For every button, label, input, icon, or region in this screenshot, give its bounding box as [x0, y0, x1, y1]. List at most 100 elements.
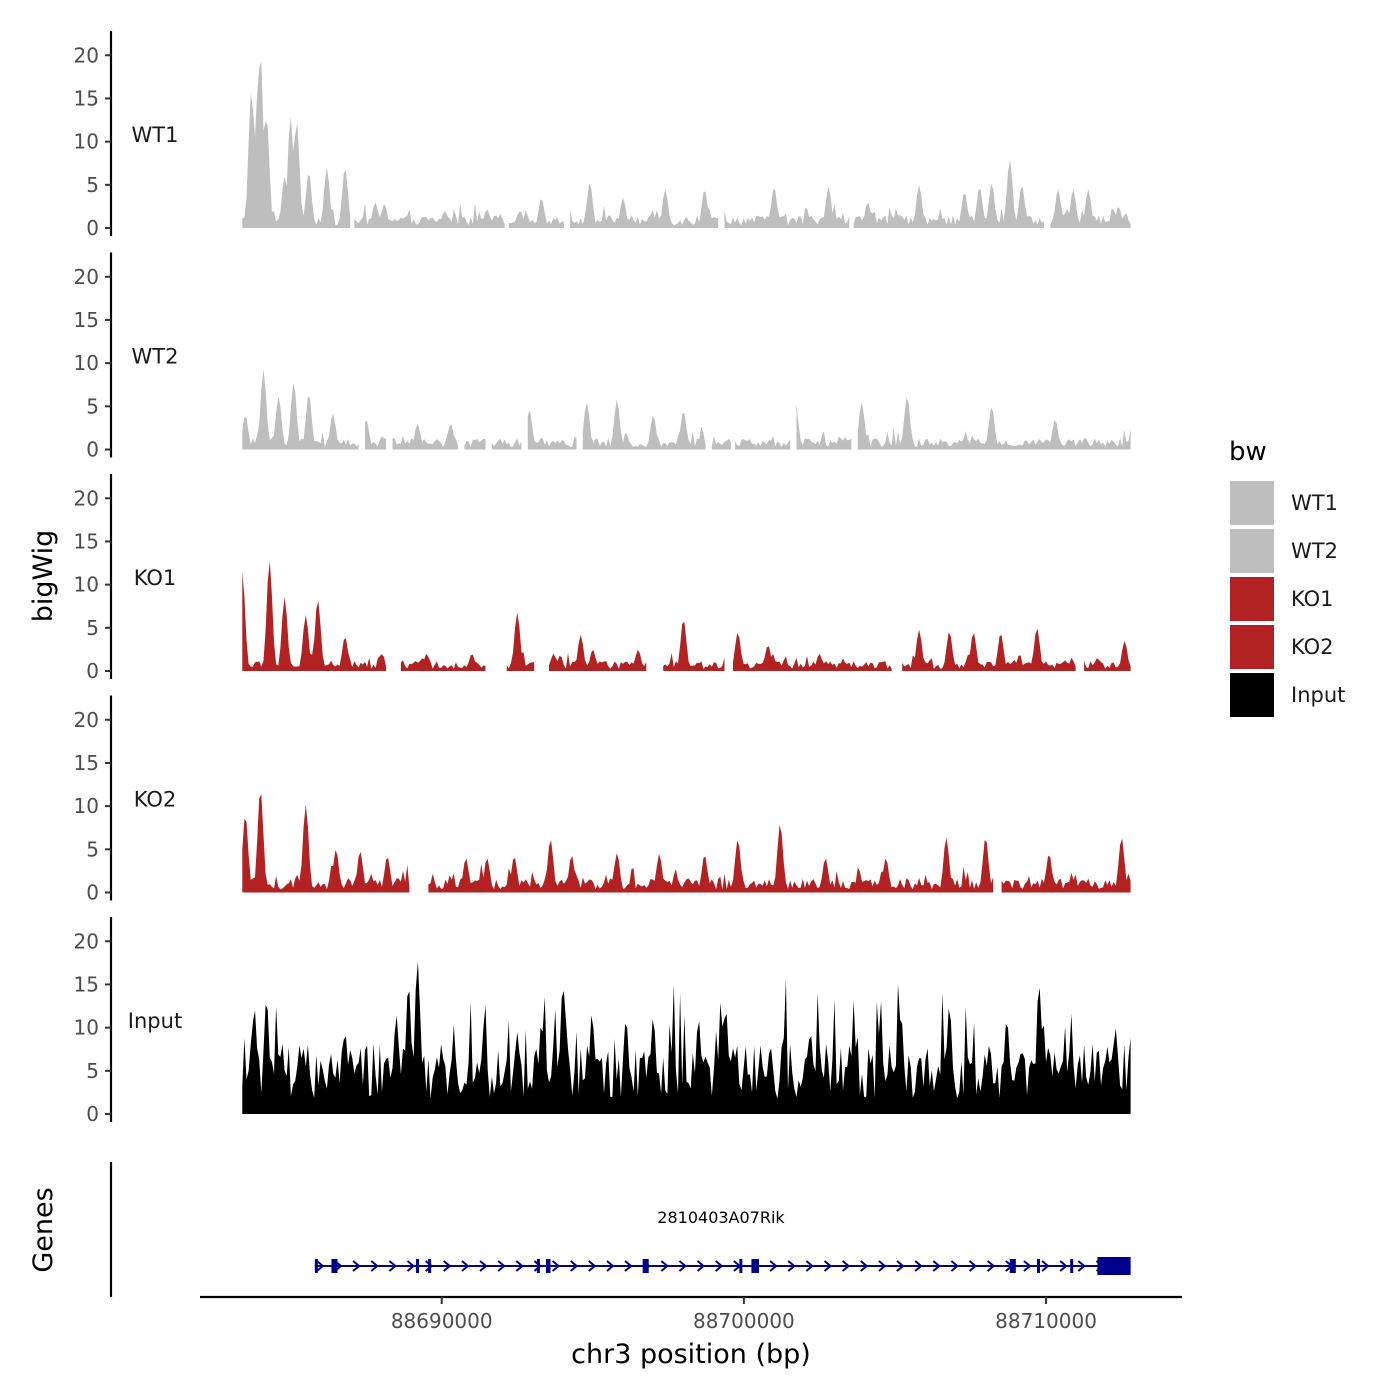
legend-item-wt2: WT2 [1230, 529, 1338, 573]
y-tick-label: 20 [74, 265, 99, 289]
y-tick-label: 0 [86, 1102, 99, 1126]
strand-arrow [987, 1260, 996, 1272]
strand-arrow [841, 1260, 851, 1272]
y-tick-label: 10 [74, 351, 99, 375]
gene-exon [545, 1259, 551, 1273]
strand-arrow [533, 1260, 542, 1272]
legend-swatch [1230, 481, 1274, 525]
strand-arrow [624, 1260, 633, 1272]
x-tick-label: 88700000 [693, 1309, 795, 1333]
strand-arrow [950, 1260, 959, 1272]
legend-swatch [1230, 529, 1274, 573]
gene-exon [751, 1259, 759, 1273]
strand-arrow [316, 1260, 325, 1272]
y-tick-label: 15 [74, 308, 99, 332]
legend-items: WT1 WT2 KO1 KO2 Input [1230, 481, 1345, 717]
coverage-tracks: 0 5 10 15 20 WT1 0 5 10 15 20 WT2 0 5 10 15 20 KO1 0 5 10 15 2… [74, 31, 1131, 1126]
gene-exon [739, 1259, 743, 1273]
gene-exon [642, 1259, 649, 1273]
legend: bw WT1 WT2 KO1 KO2 Input [1229, 437, 1345, 717]
legend-label: KO1 [1291, 587, 1334, 611]
strand-arrow [388, 1260, 397, 1272]
coverage-area-ko1 [242, 561, 1131, 671]
gene-name-label: 2810403A07Rik [657, 1208, 785, 1227]
strand-arrow [914, 1260, 923, 1272]
strand-arrow [660, 1260, 669, 1272]
strand-arrow [479, 1260, 488, 1272]
legend-swatch [1230, 577, 1274, 621]
legend-swatch [1230, 673, 1274, 717]
gene-exon [416, 1259, 420, 1273]
y-tick-label: 10 [74, 794, 99, 818]
track-label: WT1 [132, 123, 179, 147]
y-tick-label: 5 [86, 173, 99, 197]
y-tick-label: 20 [74, 929, 99, 953]
y-tick-label: 0 [86, 881, 99, 905]
gene-model [314, 1257, 1131, 1275]
strand-arrow [968, 1260, 978, 1272]
y-tick-label: 5 [86, 1059, 99, 1083]
strand-arrow [570, 1260, 579, 1272]
strand-arrow [588, 1260, 597, 1272]
gene-exon [1097, 1257, 1131, 1275]
y-tick-label: 20 [74, 708, 99, 732]
y-tick-label: 10 [74, 130, 99, 154]
strand-arrow [896, 1260, 905, 1272]
gene-exon [1070, 1259, 1074, 1273]
coverage-area-wt1 [242, 61, 1131, 228]
y-tick-label: 0 [86, 659, 99, 683]
track-ko1: 0 5 10 15 20 KO1 [74, 474, 1131, 683]
coverage-area-ko2 [242, 794, 1131, 893]
legend-item-ko2: KO2 [1230, 625, 1334, 669]
legend-label: Input [1291, 683, 1345, 707]
strand-arrow [1023, 1260, 1032, 1272]
strand-arrow [1077, 1260, 1086, 1272]
track-label: Input [128, 1009, 182, 1033]
strand-arrow [696, 1260, 706, 1272]
strand-arrow [932, 1260, 941, 1272]
x-axis: 88690000 88700000 88710000 chr3 position (… [200, 1295, 1182, 1370]
strand-arrow [406, 1260, 416, 1272]
x-axis-ticks: 88690000 88700000 88710000 [391, 1297, 1097, 1333]
strand-arrow [769, 1260, 778, 1272]
gene-exon [1009, 1259, 1016, 1273]
y-tick-label: 15 [74, 751, 99, 775]
strand-arrow [805, 1260, 814, 1272]
track-input: 0 5 10 15 20 Input [74, 917, 1131, 1126]
x-tick-label: 88690000 [391, 1309, 493, 1333]
strand-arrow [515, 1260, 524, 1272]
y-tick-label: 5 [86, 837, 99, 861]
strand-arrow [1041, 1260, 1050, 1272]
genes-panel: Genes 2810403A07Rik [28, 1162, 1131, 1297]
y-tick-label: 15 [74, 972, 99, 996]
coverage-area-wt2 [242, 369, 1131, 450]
strand-arrow [1059, 1260, 1068, 1272]
x-axis-title: chr3 position (bp) [571, 1339, 811, 1370]
strand-arrow [424, 1260, 434, 1272]
strand-arrow [678, 1260, 688, 1272]
track-wt1: 0 5 10 15 20 WT1 [74, 31, 1131, 240]
track-label: KO1 [134, 566, 177, 590]
strand-arrow [370, 1260, 379, 1272]
y-tick-label: 10 [74, 573, 99, 597]
y-tick-label: 15 [74, 529, 99, 553]
genes-axis-title: Genes [28, 1187, 59, 1272]
track-label: KO2 [134, 788, 177, 812]
legend-label: KO2 [1291, 635, 1334, 659]
y-tick-label: 0 [86, 216, 99, 240]
gene-exon [1036, 1259, 1040, 1273]
strand-arrow [715, 1260, 724, 1272]
strand-arrow [860, 1260, 869, 1272]
legend-label: WT1 [1291, 491, 1338, 515]
gene-exon [331, 1259, 338, 1273]
strand-arrow [497, 1260, 506, 1272]
track-label: WT2 [132, 345, 179, 369]
strand-arrow [787, 1260, 796, 1272]
y-tick-label: 20 [74, 43, 99, 67]
track-ko2: 0 5 10 15 20 KO2 [74, 695, 1131, 905]
strand-arrow [461, 1260, 470, 1272]
gene-exon [536, 1259, 540, 1273]
strand-arrow [443, 1260, 452, 1272]
gene-exon [314, 1259, 318, 1273]
